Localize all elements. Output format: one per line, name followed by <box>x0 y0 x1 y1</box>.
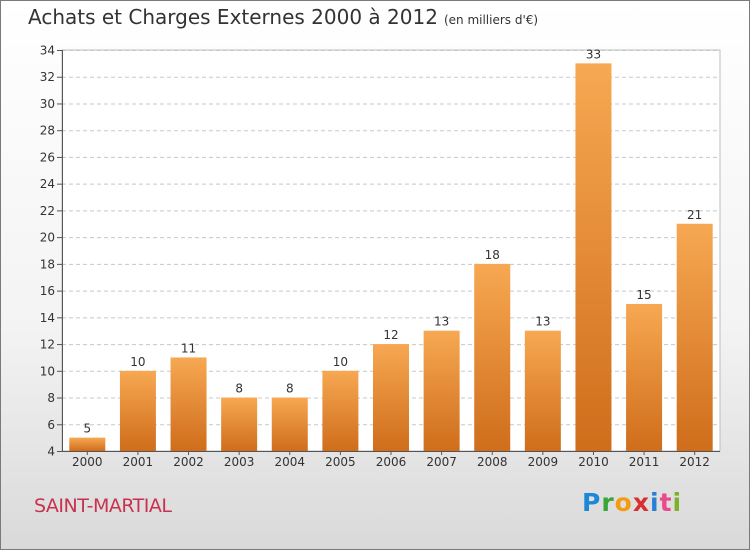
x-tick-label: 2004 <box>274 455 305 469</box>
x-tick-label: 2003 <box>224 455 255 469</box>
data-label: 13 <box>535 315 550 329</box>
x-tick-label: 2007 <box>426 455 457 469</box>
x-tick-label: 2010 <box>578 455 609 469</box>
y-tick-label: 6 <box>47 418 55 432</box>
y-tick-label: 28 <box>40 124 55 138</box>
data-label: 5 <box>83 422 91 436</box>
data-label: 11 <box>181 341 196 355</box>
y-tick-label: 30 <box>40 97 55 111</box>
bar <box>119 370 156 451</box>
y-tick-label: 4 <box>47 445 55 459</box>
y-tick-label: 22 <box>40 204 55 218</box>
chart-title-text: Achats et Charges Externes 2000 à 2012 <box>28 5 438 29</box>
city-name: SAINT-MARTIAL <box>34 495 172 517</box>
bar <box>626 303 663 451</box>
y-tick-label: 8 <box>47 391 55 405</box>
data-label: 15 <box>636 288 651 302</box>
bar <box>524 330 561 451</box>
y-tick-label: 24 <box>40 177 55 191</box>
data-label: 8 <box>286 382 294 396</box>
bar <box>676 223 713 451</box>
bar <box>170 357 207 451</box>
proxiti-logo: Proxiti <box>582 488 683 517</box>
bar <box>271 397 308 451</box>
bar <box>474 263 511 451</box>
data-label: 10 <box>130 355 145 369</box>
y-tick-label: 20 <box>40 231 55 245</box>
y-tick-label: 26 <box>40 150 55 164</box>
x-tick-label: 2000 <box>72 455 103 469</box>
y-tick-label: 14 <box>40 311 55 325</box>
chart-unit: (en milliers d'€) <box>443 13 539 27</box>
y-tick-label: 10 <box>40 364 55 378</box>
y-tick-label: 16 <box>40 284 55 298</box>
data-label: 33 <box>586 47 601 61</box>
y-tick-label: 34 <box>40 44 55 58</box>
bar <box>69 437 106 451</box>
x-tick-label: 2005 <box>325 455 356 469</box>
x-tick-label: 2001 <box>123 455 154 469</box>
data-label: 12 <box>383 328 398 342</box>
x-tick-label: 2012 <box>679 455 710 469</box>
x-tick-label: 2009 <box>528 455 559 469</box>
y-tick-label: 18 <box>40 257 55 271</box>
bar <box>322 370 359 451</box>
y-tick-label: 32 <box>40 70 55 84</box>
bar <box>373 344 409 451</box>
bar <box>423 330 460 451</box>
data-label: 13 <box>434 315 449 329</box>
y-tick-label: 12 <box>40 338 55 352</box>
data-label: 21 <box>687 208 702 222</box>
bar <box>221 397 258 451</box>
data-label: 18 <box>485 248 500 262</box>
x-tick-label: 2008 <box>477 455 508 469</box>
x-tick-label: 2011 <box>629 455 660 469</box>
x-tick-label: 2006 <box>376 455 407 469</box>
x-tick-label: 2002 <box>173 455 204 469</box>
data-label: 10 <box>333 355 348 369</box>
data-label: 8 <box>235 382 243 396</box>
bar <box>575 63 612 451</box>
chart-title: Achats et Charges Externes 2000 à 2012 (e… <box>28 5 538 29</box>
